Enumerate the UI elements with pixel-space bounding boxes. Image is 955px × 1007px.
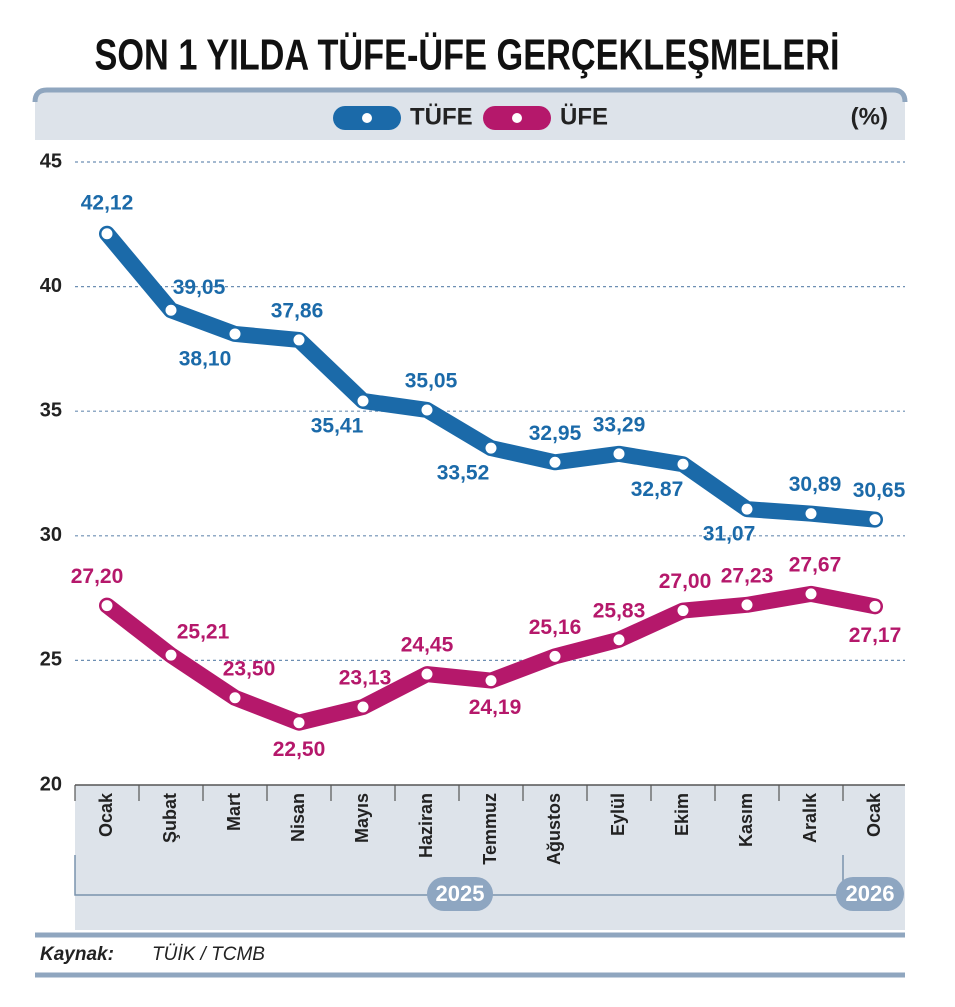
x-tick-label: Ağustos: [544, 793, 564, 865]
data-point: [227, 326, 243, 342]
x-tick-label: Temmuz: [480, 793, 500, 865]
value-label: 23,13: [339, 667, 392, 690]
value-label: 27,67: [789, 553, 842, 576]
value-label: 25,83: [593, 599, 646, 622]
value-label: 37,86: [271, 299, 324, 322]
data-point: [291, 332, 307, 348]
value-label: 38,10: [179, 347, 232, 370]
year-label: 2025: [436, 881, 485, 906]
unit-label: (%): [851, 103, 888, 130]
x-tick-label: Ocak: [864, 792, 884, 837]
data-point: [99, 598, 115, 614]
data-point: [483, 673, 499, 689]
data-point: [739, 597, 755, 613]
value-label: 39,05: [173, 276, 226, 299]
data-point: [483, 440, 499, 456]
value-label: 35,41: [311, 415, 364, 438]
value-label: 25,21: [177, 621, 230, 644]
data-point: [355, 699, 371, 715]
data-point: [547, 648, 563, 664]
value-label: 33,52: [437, 462, 490, 485]
value-label: 27,20: [71, 565, 124, 588]
value-label: 22,50: [273, 738, 326, 761]
y-tick-label: 45: [40, 150, 62, 172]
data-point: [867, 598, 883, 614]
x-tick-label: Ocak: [96, 792, 116, 837]
data-point: [99, 226, 115, 242]
source: TÜİK / TCMB: [152, 944, 265, 965]
y-tick-label: 25: [40, 649, 62, 671]
data-point: [803, 506, 819, 522]
data-point: [675, 603, 691, 619]
source-label: Kaynak:: [40, 944, 114, 965]
value-label: 27,23: [721, 564, 774, 587]
data-point: [867, 512, 883, 528]
x-tick-label: Mart: [224, 793, 244, 831]
data-point: [675, 456, 691, 472]
data-point: [547, 454, 563, 470]
value-label: 27,00: [659, 570, 712, 593]
value-label: 25,16: [529, 616, 582, 639]
value-label: 32,95: [529, 422, 582, 445]
legend-dot: [512, 113, 522, 123]
value-label: 42,12: [81, 191, 134, 214]
data-point: [803, 586, 819, 602]
value-label: 32,87: [631, 478, 684, 501]
y-tick-label: 35: [40, 399, 62, 421]
value-label: 35,05: [405, 370, 458, 393]
data-point: [355, 393, 371, 409]
value-label: 30,89: [789, 473, 842, 496]
data-point: [739, 501, 755, 517]
x-axis-band: [75, 785, 905, 930]
data-point: [227, 690, 243, 706]
x-tick-label: Kasım: [736, 793, 756, 847]
y-tick-label: 20: [40, 773, 62, 795]
x-tick-label: Haziran: [416, 793, 436, 858]
x-tick-label: Eylül: [608, 793, 628, 836]
data-point: [419, 666, 435, 682]
x-tick-label: Ekim: [672, 793, 692, 836]
data-point: [163, 647, 179, 663]
value-label: 30,65: [853, 479, 906, 502]
y-tick-label: 30: [40, 524, 62, 546]
data-point: [291, 715, 307, 731]
data-point: [611, 446, 627, 462]
value-label: 23,50: [223, 657, 276, 680]
year-pill: [427, 877, 493, 911]
data-point: [419, 402, 435, 418]
x-tick-label: Aralık: [800, 792, 820, 843]
value-label: 27,17: [849, 624, 902, 647]
x-tick-label: Mayıs: [352, 793, 372, 843]
legend-band: [35, 90, 905, 140]
year-pill: [836, 877, 904, 911]
value-label: 24,45: [401, 634, 454, 657]
data-point: [611, 632, 627, 648]
value-label: 24,19: [469, 696, 522, 719]
x-tick-label: Şubat: [160, 793, 180, 843]
data-point: [163, 302, 179, 318]
value-label: 31,07: [703, 523, 756, 546]
y-tick-label: 40: [40, 275, 62, 297]
year-label: 2026: [846, 881, 895, 906]
chart-title: SON 1 YILDA TÜFE-ÜFE GERÇEKLEŞMELERİ: [95, 31, 840, 80]
year-bracket: [74, 855, 841, 896]
legend-band-border: [32, 87, 908, 103]
legend-label: TÜFE: [410, 103, 473, 130]
x-tick-label: Nisan: [288, 793, 308, 842]
value-label: 33,29: [593, 413, 646, 436]
legend-label: ÜFE: [560, 103, 608, 130]
legend-dot: [362, 113, 372, 123]
